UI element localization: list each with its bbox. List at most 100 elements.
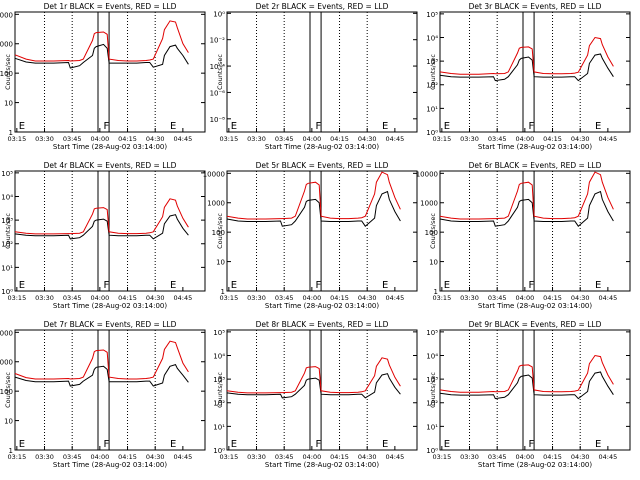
series-lld-line	[439, 171, 614, 220]
x-tick-label: 04:30	[358, 453, 377, 461]
flag-label: E	[595, 439, 601, 450]
series-events-line	[14, 43, 189, 69]
flag-label: E	[19, 121, 25, 132]
y-tick-label: 10¹	[426, 105, 438, 113]
x-tick-label: 04:30	[571, 453, 590, 461]
series-lld-line	[14, 198, 189, 235]
x-axis-label: Start Time (28-Aug-02 03:14:00)	[265, 143, 379, 151]
y-tick-label: 10⁰	[213, 447, 225, 455]
y-tick-label: 1000	[0, 359, 13, 367]
x-tick-label: 04:30	[358, 294, 377, 302]
x-tick-label: 04:45	[598, 294, 617, 302]
y-tick-label: 10000	[416, 170, 438, 178]
y-tick-label: 10²	[213, 400, 225, 408]
y-tick-label: 10³	[426, 58, 438, 66]
y-tick-label: 10⁰	[213, 10, 225, 18]
x-axis-label: Start Time (28-Aug-02 03:14:00)	[478, 302, 592, 310]
y-tick-label: 10³	[426, 376, 438, 384]
y-axis-label: Counts/sec	[429, 54, 437, 90]
y-tick-label: 100	[0, 388, 13, 396]
x-tick-label: 03:45	[63, 135, 82, 143]
plot-frame	[226, 11, 418, 133]
panel-title: Det 2r BLACK = Events, RED = LLD	[256, 2, 389, 11]
x-tick-label: 03:30	[247, 294, 266, 302]
x-tick-label: 04:30	[146, 453, 165, 461]
y-tick-label: 1	[9, 129, 13, 137]
plot-frame	[14, 329, 206, 451]
x-tick-label: 03:15	[7, 135, 26, 143]
x-axis-label: Start Time (28-Aug-02 03:14:00)	[53, 143, 167, 151]
x-tick-label: 04:45	[598, 135, 617, 143]
y-tick-label: 10000	[203, 170, 225, 178]
x-tick-label: 04:30	[358, 135, 377, 143]
x-tick-label: 03:45	[275, 135, 294, 143]
y-tick-label: 10⁻⁴	[210, 63, 226, 71]
x-tick-label: 03:30	[247, 135, 266, 143]
flag-label: F	[529, 280, 535, 291]
flag-label: F	[316, 439, 322, 450]
x-tick-label: 04:45	[598, 453, 617, 461]
x-tick-label: 03:45	[488, 294, 507, 302]
y-axis-label: Counts/sec	[4, 54, 12, 90]
panel-det-4: Det 4r BLACK = Events, RED = LLD E F E 10⁰ 10…	[1, 161, 206, 310]
x-tick-label: 04:30	[571, 294, 590, 302]
x-tick-label: 03:30	[460, 135, 479, 143]
flag-label: F	[316, 121, 322, 132]
x-tick-label: 04:30	[146, 294, 165, 302]
plot-frame	[14, 11, 206, 133]
x-axis-label: Start Time (28-Aug-02 03:14:00)	[265, 302, 379, 310]
y-tick-label: 10⁴	[1, 193, 13, 201]
flag-label: E	[382, 280, 388, 291]
series-lld-line	[439, 36, 614, 75]
y-tick-label: 10¹	[1, 264, 13, 272]
y-tick-label: 1000	[420, 200, 438, 208]
x-tick-label: 03:45	[275, 453, 294, 461]
x-tick-label: 04:45	[173, 294, 192, 302]
flag-label: E	[382, 439, 388, 450]
plot-frame	[14, 170, 206, 292]
y-tick-label: 10⁰	[1, 288, 13, 296]
flag-label: E	[231, 280, 237, 291]
x-tick-label: 03:15	[432, 135, 451, 143]
flag-label: E	[170, 121, 176, 132]
series-events-line	[226, 190, 401, 227]
y-tick-label: 1	[9, 447, 13, 455]
panel-title: Det 4r BLACK = Events, RED = LLD	[44, 161, 177, 170]
x-tick-label: 04:00	[90, 294, 109, 302]
y-axis-label: Counts/sec	[429, 213, 437, 249]
x-tick-label: 03:30	[35, 453, 54, 461]
panel-det-3: Det 3r BLACK = Events, RED = LLD E F E 10⁰ 10…	[426, 2, 631, 151]
x-tick-label: 03:45	[488, 135, 507, 143]
flag-label: E	[595, 121, 601, 132]
x-tick-label: 04:15	[543, 294, 562, 302]
y-tick-label: 10⁴	[213, 352, 225, 360]
y-axis-label: Counts/sec	[429, 372, 437, 408]
panel-det-2: Det 2r BLACK = Events, RED = LLD E F E 10⁰ 10…	[210, 2, 418, 151]
x-axis-label: Start Time (28-Aug-02 03:14:00)	[478, 143, 592, 151]
y-tick-label: 10	[429, 259, 438, 267]
y-axis-label: Counts/sec	[4, 213, 12, 249]
flag-label: F	[316, 280, 322, 291]
panel-title: Det 9r BLACK = Events, RED = LLD	[469, 320, 602, 329]
y-tick-label: 1000	[207, 200, 225, 208]
flag-label: E	[170, 439, 176, 450]
x-tick-label: 04:00	[90, 453, 109, 461]
x-tick-label: 03:15	[219, 135, 238, 143]
x-tick-label: 04:00	[515, 135, 534, 143]
y-tick-label: 10	[4, 100, 13, 108]
x-tick-label: 03:30	[460, 453, 479, 461]
x-tick-label: 04:15	[118, 294, 137, 302]
x-tick-label: 04:45	[173, 135, 192, 143]
series-events-line	[439, 190, 614, 227]
series-events-line	[226, 373, 401, 399]
x-tick-label: 03:15	[219, 294, 238, 302]
x-tick-label: 04:15	[118, 453, 137, 461]
x-tick-label: 04:30	[571, 135, 590, 143]
x-tick-label: 03:30	[247, 453, 266, 461]
y-tick-label: 100	[0, 70, 13, 78]
y-tick-label: 10⁰	[426, 129, 438, 137]
